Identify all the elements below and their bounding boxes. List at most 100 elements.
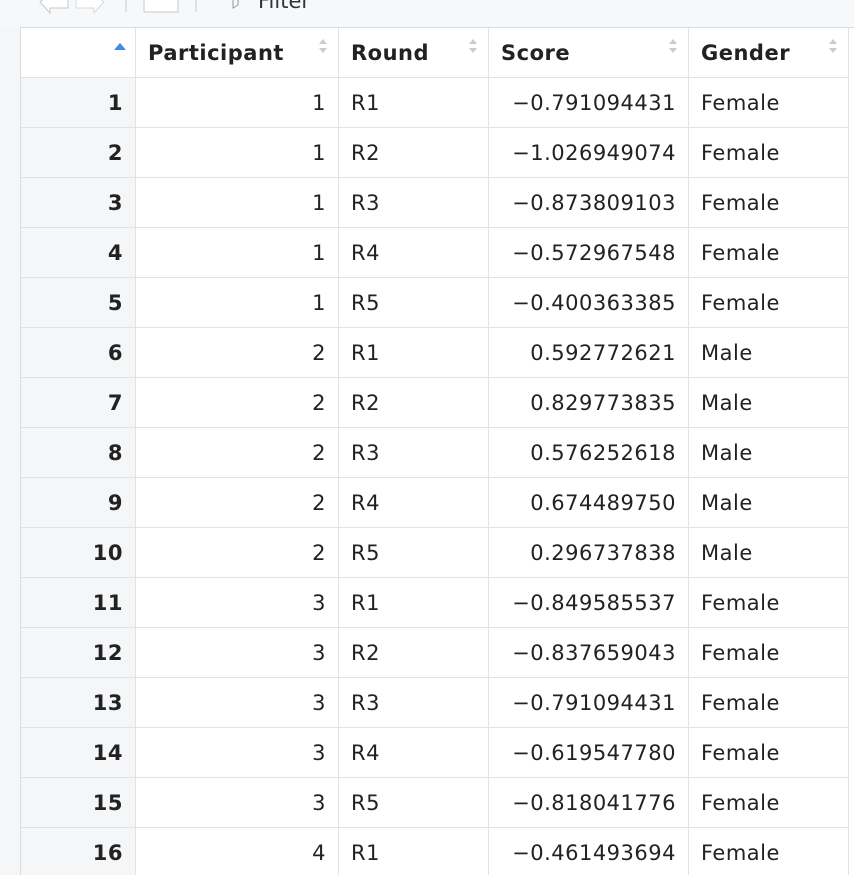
table-cell: R1 [339,328,489,378]
table-cell: −0.400363385 [489,278,689,328]
sort-indicator[interactable] [113,36,127,56]
table-cell: R1 [339,578,489,628]
sort-arrow [669,39,677,53]
table-cell: 0.592772621 [489,328,689,378]
table-cell: Male [689,528,849,578]
table-cell: 0.829773835 [489,378,689,428]
table-cell: −0.619547780 [489,728,689,778]
table-cell: 0.296737838 [489,528,689,578]
table-cell: 0.576252618 [489,428,689,478]
table-cell: 1 [136,128,339,178]
table-cell: R5 [339,778,489,828]
table-cell: Female [689,628,849,678]
table-cell: −0.791094431 [489,78,689,128]
row-number: 5 [21,278,136,328]
column-header[interactable]: Score [489,28,689,78]
table-cell: Female [689,78,849,128]
table-cell: R5 [339,528,489,578]
table-cell: R3 [339,428,489,478]
table-cell: Female [689,578,849,628]
table-cell: Female [689,678,849,728]
sort-indicator[interactable] [466,36,480,56]
table-cell: R3 [339,178,489,228]
table-cell: 1 [136,178,339,228]
table-cell: R2 [339,128,489,178]
table-cell: 2 [136,528,339,578]
sort-indicator[interactable] [826,36,840,56]
table-cell: 3 [136,778,339,828]
table-cell: 2 [136,378,339,428]
data-grid: Participant Round Score Gender 1 1 R1 −0.791094… [20,27,854,875]
row-number: 7 [21,378,136,428]
row-number: 8 [21,428,136,478]
table-cell: Female [689,828,849,875]
filter-label[interactable]: Filter [258,0,310,13]
toolbar: Filter [0,0,854,27]
table-cell: 1 [136,228,339,278]
row-number: 2 [21,128,136,178]
table-cell: 2 [136,428,339,478]
table-cell: −0.572967548 [489,228,689,278]
table-cell: R4 [339,228,489,278]
table-cell: Female [689,728,849,778]
row-number: 4 [21,228,136,278]
back-button[interactable] [39,0,69,15]
table-cell: Female [689,778,849,828]
table-cell: R4 [339,478,489,528]
table-cell: R2 [339,378,489,428]
table-cell: R1 [339,78,489,128]
table-cell: R5 [339,278,489,328]
table-cell: −0.791094431 [489,678,689,728]
table-cell: −0.873809103 [489,178,689,228]
row-number: 10 [21,528,136,578]
row-number: 13 [21,678,136,728]
row-number: 1 [21,78,136,128]
table-cell: −0.837659043 [489,628,689,678]
table-cell: Female [689,128,849,178]
filter-icon[interactable] [232,0,239,9]
table-cell: 3 [136,628,339,678]
table-cell: Female [689,178,849,228]
row-number: 12 [21,628,136,678]
table-cell: −0.818041776 [489,778,689,828]
table-cell: 2 [136,478,339,528]
table-cell: 3 [136,578,339,628]
column-header[interactable]: Gender [689,28,849,78]
table-cell: Female [689,228,849,278]
sort-arrow [469,39,477,53]
table-cell: R3 [339,678,489,728]
table-cell: Male [689,428,849,478]
row-number: 3 [21,178,136,228]
row-number: 9 [21,478,136,528]
table-cell: R2 [339,628,489,678]
sort-arrow [319,39,327,53]
row-number-header[interactable] [21,28,136,78]
column-header[interactable]: Round [339,28,489,78]
row-number: 11 [21,578,136,628]
table-cell: 1 [136,78,339,128]
sort-indicator[interactable] [316,36,330,56]
row-number: 15 [21,778,136,828]
table-cell: Male [689,378,849,428]
row-number: 14 [21,728,136,778]
table-cell: 3 [136,728,339,778]
table-cell: −1.026949074 [489,128,689,178]
row-number: 6 [21,328,136,378]
table-cell: 1 [136,278,339,328]
table-cell: 4 [136,828,339,875]
table-cell: R1 [339,828,489,875]
table-cell: Female [689,278,849,328]
table-cell: Male [689,478,849,528]
table-cell: −0.849585537 [489,578,689,628]
table-cell: −0.461493694 [489,828,689,875]
column-header[interactable]: Participant [136,28,339,78]
table-cell: 3 [136,678,339,728]
forward-button[interactable] [75,0,105,15]
sort-arrow [114,43,126,50]
toolbar-icons: Filter [39,0,310,15]
sort-indicator[interactable] [666,36,680,56]
popout-button[interactable] [143,0,179,13]
table-cell: 2 [136,328,339,378]
row-number: 16 [21,828,136,875]
